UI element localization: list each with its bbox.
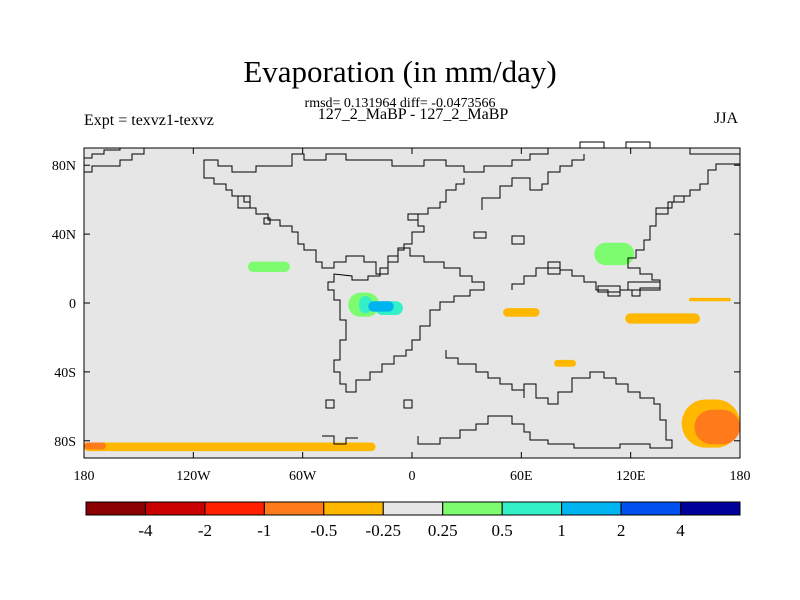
coastline-island-2 bbox=[263, 217, 271, 225]
colorbar-label: -0.5 bbox=[310, 521, 337, 540]
colorbar-label: 0.5 bbox=[492, 521, 513, 540]
coastline-island-6 bbox=[511, 235, 525, 245]
coastline-eurasia bbox=[481, 154, 585, 210]
colorbar-swatch bbox=[144, 501, 206, 516]
colorbar-swatch bbox=[561, 501, 622, 516]
stats-line: rmsd= 0.131964 diff= -0.0473566 bbox=[304, 96, 496, 111]
anomaly-patch-13 bbox=[554, 359, 576, 367]
coastline-antarctic-peninsula bbox=[322, 435, 358, 445]
anomaly-patch-5 bbox=[688, 297, 731, 302]
colorbar-label: 4 bbox=[676, 521, 685, 540]
colorbar-label: -0.25 bbox=[366, 521, 401, 540]
y-tick-label: 0 bbox=[69, 297, 76, 312]
colorbar-swatch bbox=[680, 501, 741, 516]
colorbar-swatch bbox=[501, 501, 563, 516]
colorbar-swatch bbox=[204, 501, 265, 516]
axes: 180 120W 60W 0 60E 120E 180 80N 40N 0 40S 80S bbox=[52, 147, 751, 484]
anomaly-patch-11 bbox=[594, 242, 635, 266]
y-tick-label: 40S bbox=[54, 366, 76, 381]
colorbar: -4 -2 -1 -0.5 -0.25 0.25 0.5 1 2 4 bbox=[85, 501, 741, 540]
anomaly-patch-3 bbox=[694, 409, 740, 445]
season-label: JJA bbox=[714, 110, 739, 127]
coastline-island-5 bbox=[627, 281, 661, 291]
colorbar-label: -2 bbox=[198, 521, 212, 540]
chart-title: Evaporation (in mm/day) bbox=[243, 54, 557, 89]
colorbar-label: -4 bbox=[138, 521, 153, 540]
anomaly-patch-1 bbox=[84, 442, 106, 450]
colorbar-label: 0.25 bbox=[428, 521, 458, 540]
colorbar-swatch bbox=[442, 501, 503, 516]
colorbar-swatch bbox=[263, 501, 325, 516]
colorbar-swatch bbox=[382, 501, 444, 516]
colorbar-swatch bbox=[85, 501, 146, 516]
coastline-island-10 bbox=[407, 213, 419, 221]
coastline-africa bbox=[511, 163, 740, 297]
coastline-island-3 bbox=[473, 231, 487, 239]
colorbar-swatch bbox=[323, 501, 384, 516]
coastline-south-america bbox=[327, 247, 485, 393]
anomaly-patch-10 bbox=[248, 261, 290, 272]
x-tick-label: 0 bbox=[409, 469, 416, 484]
colorbar-label: 2 bbox=[617, 521, 626, 540]
anomaly-patch-12 bbox=[503, 308, 540, 317]
coastline-africa-interior bbox=[445, 350, 525, 398]
coastline-asia-east bbox=[655, 196, 685, 214]
y-tick-label: 80S bbox=[54, 435, 76, 450]
anomaly-patch-0 bbox=[84, 442, 376, 452]
x-tick-label: 120W bbox=[176, 469, 211, 484]
anomaly-patch-7 bbox=[359, 296, 372, 314]
map-background bbox=[84, 148, 740, 458]
x-tick-label: 60E bbox=[510, 469, 533, 484]
y-tick-label: 40N bbox=[52, 228, 76, 243]
colorbar-label: -1 bbox=[257, 521, 271, 540]
coastline-antarctica bbox=[417, 371, 673, 449]
x-tick-label: 180 bbox=[74, 469, 95, 484]
chart-subtitle: 127_2_MaBP - 127_2_MaBP bbox=[317, 106, 509, 123]
x-tick-label: 120E bbox=[616, 469, 646, 484]
colorbar-label: 1 bbox=[557, 521, 566, 540]
coastline-island-7 bbox=[547, 267, 561, 275]
x-tick-label: 180 bbox=[730, 469, 751, 484]
x-tick-label: 60W bbox=[289, 469, 317, 484]
coastline-americas bbox=[203, 172, 465, 275]
colorbar-swatch bbox=[620, 501, 682, 516]
anomaly-patch-9 bbox=[368, 301, 394, 312]
coastline-island-9 bbox=[325, 399, 335, 409]
experiment-label: Expt = texvz1-texvz bbox=[84, 112, 214, 129]
coastline-north-america bbox=[84, 147, 145, 173]
coastline-island-8 bbox=[403, 399, 413, 409]
coastline-island-4 bbox=[597, 285, 621, 293]
anomaly-patch-4 bbox=[625, 313, 700, 324]
y-tick-label: 80N bbox=[52, 159, 76, 174]
coastline-island-1 bbox=[237, 195, 251, 209]
anomaly-layer bbox=[84, 242, 740, 452]
